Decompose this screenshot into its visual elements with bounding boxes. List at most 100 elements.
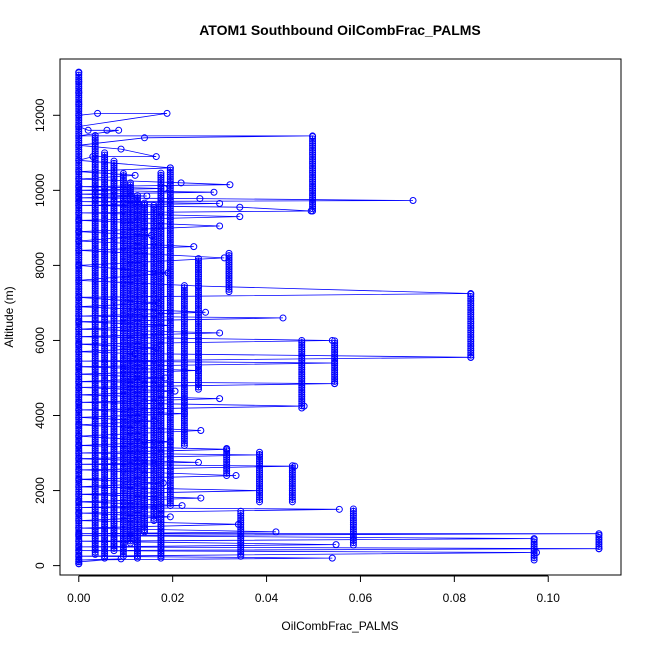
data-point xyxy=(467,344,475,352)
data-point xyxy=(119,196,127,204)
data-point xyxy=(143,192,151,200)
data-point xyxy=(133,520,141,528)
data-point xyxy=(110,240,118,248)
data-point xyxy=(101,192,109,200)
data-point xyxy=(309,153,317,161)
data-point xyxy=(126,298,134,306)
data-point xyxy=(150,235,158,243)
data-point xyxy=(166,328,174,336)
data-point xyxy=(166,499,174,507)
data-point xyxy=(101,261,109,269)
data-point xyxy=(180,284,188,292)
data-point xyxy=(75,506,83,514)
data-point xyxy=(91,264,99,272)
data-point xyxy=(119,404,127,412)
data-point xyxy=(141,280,149,288)
data-point xyxy=(91,316,99,324)
data-point xyxy=(119,374,127,382)
data-point xyxy=(75,130,83,138)
data-point xyxy=(75,355,83,363)
data-point xyxy=(157,412,165,420)
x-tick-label: 0.02 xyxy=(161,591,185,605)
data-point xyxy=(110,315,118,323)
data-point xyxy=(141,276,149,284)
data-point xyxy=(194,340,202,348)
data-point xyxy=(157,234,165,242)
data-point xyxy=(133,336,141,344)
data-point xyxy=(75,366,83,374)
data-point xyxy=(133,509,141,517)
data-point xyxy=(150,217,158,225)
data-point xyxy=(157,171,165,179)
data-point xyxy=(467,320,475,328)
data-point xyxy=(298,368,306,376)
data-point xyxy=(166,231,174,239)
data-point xyxy=(166,285,174,293)
data-point xyxy=(75,340,83,348)
data-point xyxy=(166,301,174,309)
data-point xyxy=(467,349,475,357)
data-point xyxy=(91,168,99,176)
data-point xyxy=(141,264,149,272)
data-point xyxy=(595,540,603,548)
data-point xyxy=(101,421,109,429)
data-point xyxy=(166,321,174,329)
data-point xyxy=(75,490,83,498)
data-point xyxy=(166,308,174,316)
data-point xyxy=(162,374,170,382)
data-point xyxy=(157,511,165,519)
data-point xyxy=(91,159,99,167)
data-point xyxy=(166,216,174,224)
data-point xyxy=(101,538,109,546)
data-point xyxy=(331,364,339,372)
data-point xyxy=(223,467,231,475)
data-point xyxy=(272,528,280,536)
data-point xyxy=(91,492,99,500)
data-point xyxy=(256,491,264,499)
data-point xyxy=(166,166,174,174)
data-point xyxy=(157,451,165,459)
data-point xyxy=(126,267,134,275)
data-point xyxy=(298,345,306,353)
data-point xyxy=(194,291,202,299)
data-point xyxy=(110,294,118,302)
data-point xyxy=(91,447,99,455)
data-point xyxy=(256,464,264,472)
data-point xyxy=(101,270,109,278)
data-point xyxy=(166,294,174,302)
data-point xyxy=(166,247,174,255)
data-point xyxy=(110,247,118,255)
data-point xyxy=(119,244,127,252)
data-point xyxy=(150,514,158,522)
data-point xyxy=(126,287,134,295)
data-point xyxy=(133,288,141,296)
data-point xyxy=(133,210,141,218)
data-point xyxy=(150,397,158,405)
data-point xyxy=(119,219,127,227)
data-point xyxy=(110,412,118,420)
data-point xyxy=(91,138,99,146)
data-point xyxy=(133,455,141,463)
data-point xyxy=(133,239,141,247)
data-point xyxy=(237,541,245,549)
data-point xyxy=(110,344,118,352)
data-point xyxy=(166,348,174,356)
data-point xyxy=(166,416,174,424)
data-point xyxy=(157,270,165,278)
data-point xyxy=(141,397,149,405)
data-point xyxy=(75,445,83,453)
data-point xyxy=(91,251,99,259)
data-point xyxy=(141,224,149,232)
data-point xyxy=(119,437,127,445)
data-point xyxy=(349,514,357,522)
data-point xyxy=(119,255,127,263)
data-point xyxy=(157,471,165,479)
data-point xyxy=(141,494,149,502)
data-point xyxy=(141,415,149,423)
data-point xyxy=(75,172,83,180)
data-point xyxy=(197,427,205,435)
data-point xyxy=(75,278,83,286)
data-point xyxy=(133,318,141,326)
data-point xyxy=(126,476,134,484)
data-point xyxy=(131,171,139,179)
